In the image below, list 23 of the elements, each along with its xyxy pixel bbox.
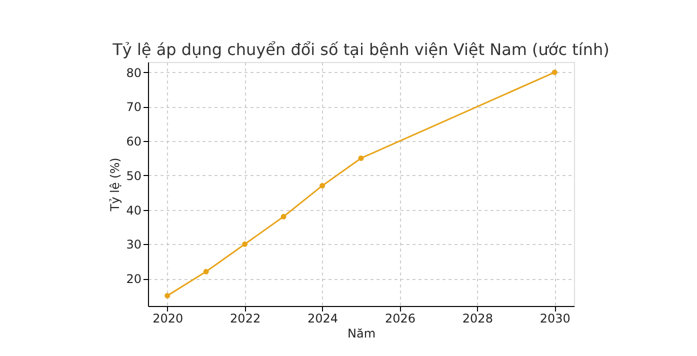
x-tick-label: 2022 bbox=[230, 312, 261, 326]
point bbox=[320, 182, 326, 188]
point bbox=[280, 214, 286, 220]
point bbox=[358, 155, 364, 161]
point bbox=[203, 268, 209, 274]
x-axis-title: Năm bbox=[347, 326, 376, 340]
x-tick-label: 2020 bbox=[152, 312, 184, 326]
chart-title: Tỷ lệ áp dụng chuyển đổi số tại bệnh viện Việt Nam (ước tính) bbox=[112, 40, 610, 59]
point bbox=[164, 292, 170, 298]
y-tick-label: 40 bbox=[126, 203, 142, 218]
y-axis-title: Tỷ lệ (%) bbox=[108, 158, 122, 212]
y-tick-label: 30 bbox=[126, 238, 142, 252]
y-tick-label: 20 bbox=[126, 272, 142, 286]
x-tick-label: 2026 bbox=[384, 312, 416, 326]
x-tick-label: 2028 bbox=[462, 312, 493, 326]
y-tick-label: 60 bbox=[126, 134, 142, 149]
point bbox=[242, 241, 248, 247]
y-tick-label: 80 bbox=[126, 66, 142, 80]
point bbox=[552, 70, 558, 76]
x-tick-label: 2030 bbox=[540, 312, 570, 326]
y-tick-label: 70 bbox=[126, 100, 142, 114]
y-tick-label: 50 bbox=[126, 168, 142, 183]
x-tick-label: 2024 bbox=[308, 312, 338, 326]
